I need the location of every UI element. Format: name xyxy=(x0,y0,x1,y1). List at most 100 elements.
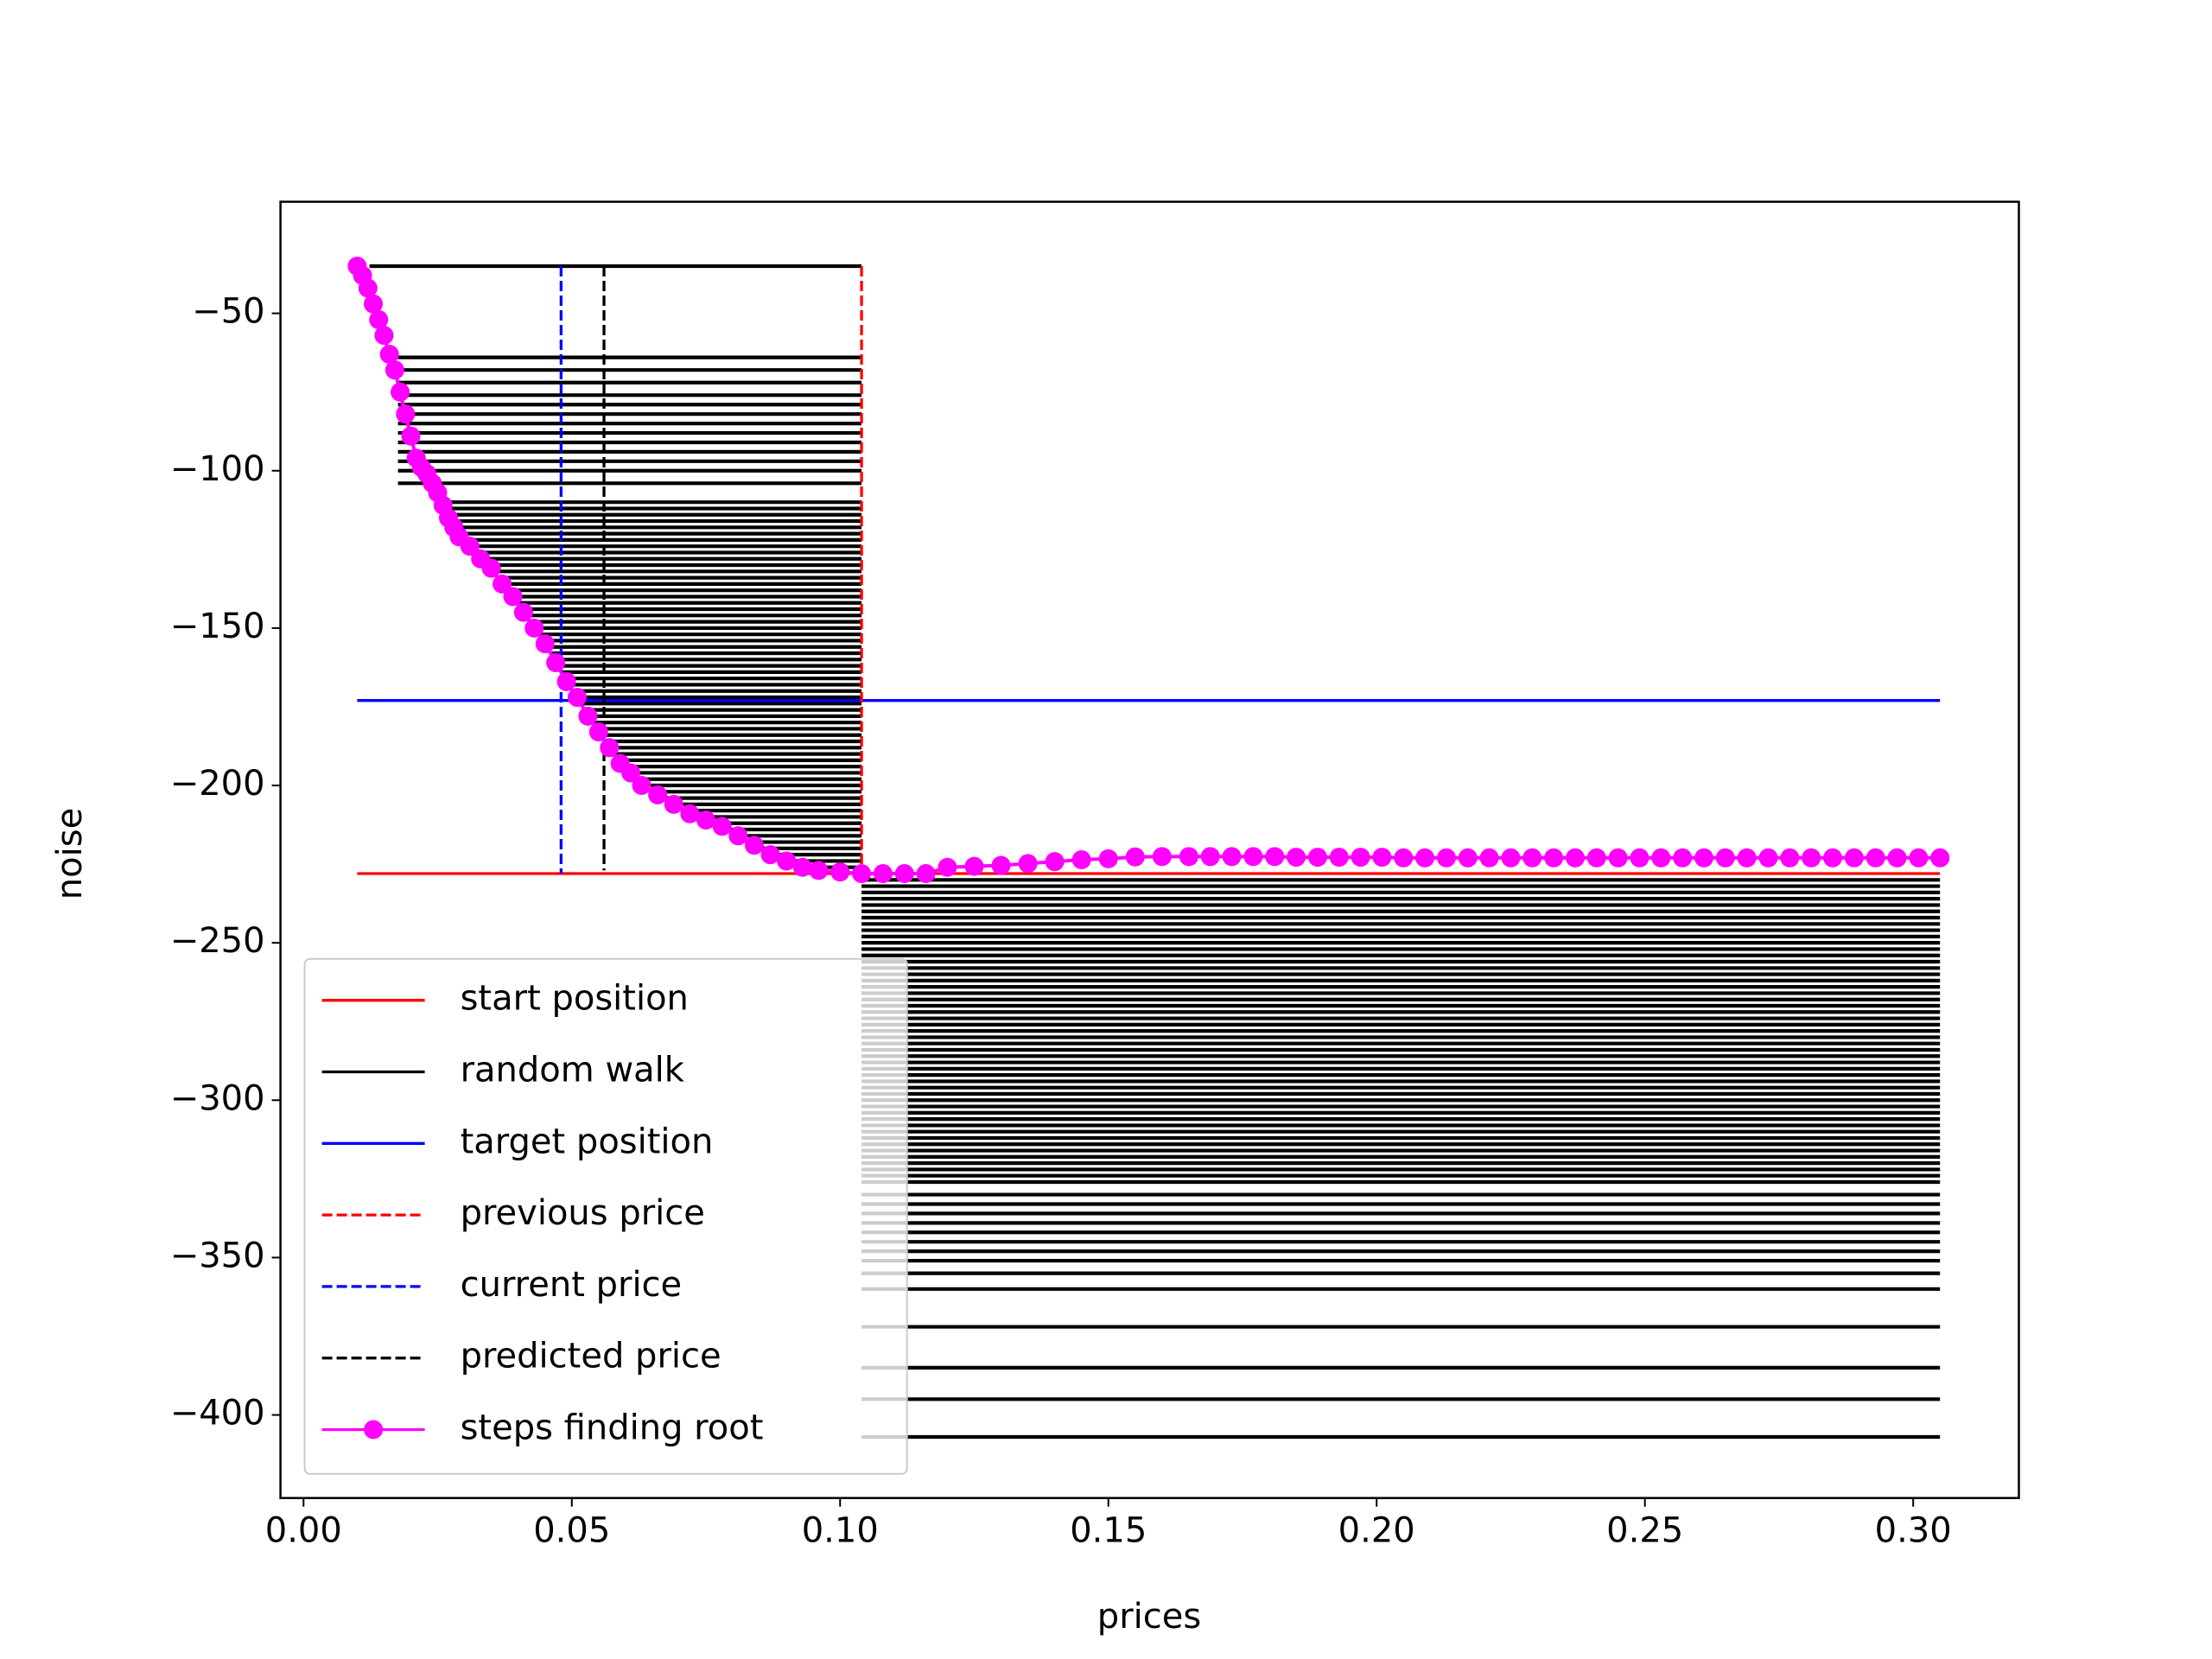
series-marker xyxy=(648,785,668,804)
series-marker xyxy=(1673,848,1693,868)
series-marker xyxy=(696,810,716,830)
series-marker xyxy=(792,857,812,877)
series-marker xyxy=(1887,848,1907,868)
series-marker xyxy=(535,634,555,654)
legend-label: predicted price xyxy=(461,1337,721,1376)
series-marker xyxy=(600,738,620,758)
y-tick-label: −350 xyxy=(170,1236,265,1275)
series-marker xyxy=(493,574,512,594)
series-marker xyxy=(1458,848,1478,868)
series-marker xyxy=(481,558,501,578)
series-marker xyxy=(385,360,404,380)
series-marker xyxy=(632,776,652,796)
series-marker xyxy=(760,845,780,865)
series-marker xyxy=(1565,848,1585,868)
series-marker xyxy=(588,722,608,742)
series-marker xyxy=(1351,848,1370,868)
series-marker xyxy=(964,856,984,876)
axes-frame xyxy=(279,200,2020,1499)
series-marker xyxy=(1394,848,1414,868)
series-marker xyxy=(513,602,533,622)
series-marker xyxy=(1780,848,1800,868)
series-marker xyxy=(1522,848,1542,868)
x-tick-label: 0.20 xyxy=(1338,1511,1415,1551)
legend-marker xyxy=(364,1420,384,1440)
series-marker xyxy=(664,794,683,814)
series-marker xyxy=(621,763,641,783)
y-tick-label: −100 xyxy=(170,449,265,489)
series-marker xyxy=(1179,847,1198,867)
series-marker xyxy=(1071,849,1091,869)
y-tick-label: −200 xyxy=(170,764,265,804)
series-marker xyxy=(712,817,732,836)
series-marker xyxy=(1018,854,1038,874)
y-axis-label: noise xyxy=(50,808,90,899)
series-marker xyxy=(379,344,399,364)
series-marker xyxy=(1802,848,1821,868)
x-tick-label: 0.00 xyxy=(265,1511,342,1551)
series-marker xyxy=(1152,847,1172,867)
series-marker xyxy=(777,851,797,871)
series-marker xyxy=(1930,848,1950,868)
legend-box xyxy=(303,957,908,1475)
series-marker xyxy=(578,706,598,726)
series-marker xyxy=(1694,848,1713,868)
series-marker xyxy=(1823,848,1843,868)
legend-label: previous price xyxy=(461,1193,705,1233)
series-marker xyxy=(1866,848,1885,868)
series-marker xyxy=(852,864,872,884)
series-marker xyxy=(369,309,389,329)
series-marker xyxy=(567,688,587,708)
y-tick-label: −250 xyxy=(170,921,265,961)
series-marker xyxy=(1758,848,1778,868)
series-marker xyxy=(744,836,764,855)
y-tick-label: −300 xyxy=(170,1078,265,1118)
series-marker xyxy=(1909,848,1929,868)
x-tick-label: 0.15 xyxy=(1070,1511,1147,1551)
series-marker xyxy=(460,537,480,556)
legend-label: steps finding root xyxy=(461,1408,764,1448)
y-tick-label: −50 xyxy=(192,292,264,332)
series-marker xyxy=(873,864,893,884)
series-marker xyxy=(916,864,936,884)
series-marker xyxy=(1715,848,1735,868)
series-marker xyxy=(728,826,748,846)
series-marker xyxy=(1265,847,1285,867)
legend-label: start position xyxy=(461,979,689,1019)
series-marker xyxy=(1608,848,1628,868)
series-marker xyxy=(1287,848,1306,868)
series-marker xyxy=(391,382,410,402)
x-tick-label: 0.10 xyxy=(802,1511,879,1551)
legend-label: target position xyxy=(461,1122,714,1161)
plot-area xyxy=(347,256,1950,1440)
series-marker xyxy=(556,671,576,691)
series-marker xyxy=(1098,849,1118,868)
series-marker xyxy=(680,804,700,823)
series-marker xyxy=(374,326,394,346)
series-marker xyxy=(809,861,829,880)
series-marker xyxy=(1415,848,1435,868)
series-marker xyxy=(894,864,914,884)
series-marker xyxy=(524,618,544,638)
legend-label: current price xyxy=(461,1265,683,1305)
series-marker xyxy=(546,652,566,672)
series-marker xyxy=(396,404,416,424)
series-marker xyxy=(503,587,523,607)
series-marker xyxy=(1479,848,1499,868)
x-tick-label: 0.05 xyxy=(533,1511,610,1551)
x-tick-label: 0.25 xyxy=(1606,1511,1683,1551)
x-tick-label: 0.30 xyxy=(1875,1511,1952,1551)
legend-label: random walk xyxy=(461,1051,685,1090)
series-marker xyxy=(364,294,384,314)
series-marker xyxy=(1630,848,1649,868)
series-marker xyxy=(938,857,957,877)
series-marker xyxy=(991,855,1011,875)
series-marker xyxy=(1045,852,1065,872)
series-marker xyxy=(1222,847,1242,867)
series-marker xyxy=(358,278,378,298)
series-marker xyxy=(1651,848,1671,868)
y-tick-label: −400 xyxy=(170,1394,265,1433)
series-marker xyxy=(1501,848,1521,868)
